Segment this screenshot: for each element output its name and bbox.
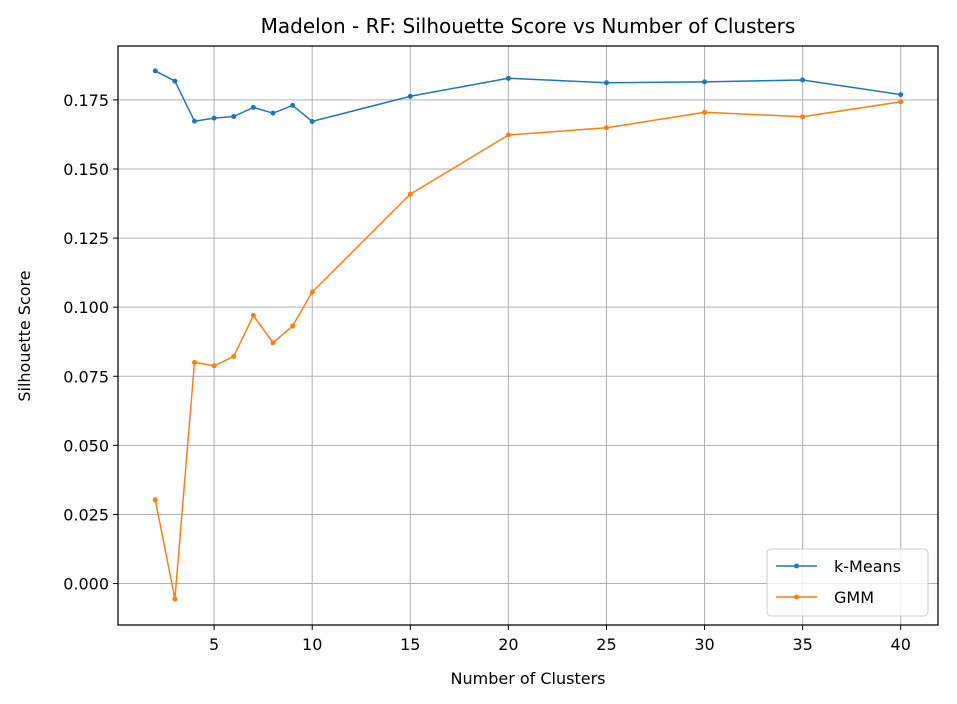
grid-lines	[118, 46, 938, 625]
data-point-k-means	[231, 113, 237, 119]
data-point-gmm	[250, 312, 256, 318]
data-point-gmm	[211, 363, 217, 369]
y-tick-label: 0.050	[63, 436, 109, 455]
y-tick-label: 0.175	[63, 91, 109, 110]
data-point-gmm	[309, 289, 315, 295]
data-point-k-means	[192, 118, 198, 124]
data-point-gmm	[152, 497, 158, 503]
data-point-k-means	[898, 92, 904, 98]
x-tick-label: 25	[596, 635, 616, 654]
data-point-gmm	[898, 99, 904, 105]
y-tick-label: 0.100	[63, 298, 109, 317]
data-point-k-means	[211, 115, 217, 121]
x-axis-title: Number of Clusters	[451, 669, 606, 688]
data-point-k-means	[290, 102, 296, 108]
y-tick-label: 0.075	[63, 367, 109, 386]
data-point-k-means	[702, 79, 708, 85]
legend-marker-gmm	[794, 594, 799, 600]
data-point-gmm	[231, 353, 237, 359]
data-point-gmm	[603, 125, 609, 131]
y-axis-title: Silhouette Score	[15, 270, 34, 401]
x-tick-label: 15	[400, 635, 420, 654]
data-point-k-means	[309, 118, 315, 124]
data-point-gmm	[407, 191, 413, 197]
data-point-k-means	[172, 78, 178, 84]
data-point-k-means	[152, 68, 158, 74]
y-tick-label: 0.025	[63, 505, 109, 524]
x-tick-label: 10	[302, 635, 322, 654]
legend-label-k-means: k-Means	[834, 557, 901, 576]
x-tick-label: 40	[891, 635, 911, 654]
data-point-k-means	[250, 104, 256, 110]
data-point-gmm	[270, 340, 276, 346]
data-point-gmm	[192, 359, 198, 365]
legend-marker-k-means	[794, 563, 799, 569]
x-tick-label: 20	[498, 635, 518, 654]
data-point-gmm	[172, 596, 178, 602]
y-tick-label: 0.000	[63, 575, 109, 594]
axis-ticks: 5 10 15 20 25 30 35 40 0.000 0.025 0.050 0.075 0.100…	[63, 91, 911, 654]
data-point-gmm	[800, 114, 806, 120]
x-tick-label: 5	[209, 635, 219, 654]
y-tick-label: 0.125	[63, 229, 109, 248]
legend-label-gmm: GMM	[834, 588, 874, 607]
plot-frame	[117, 45, 939, 626]
data-point-k-means	[603, 80, 609, 86]
x-tick-label: 35	[792, 635, 812, 654]
series-lines	[152, 68, 904, 602]
data-point-gmm	[290, 323, 296, 329]
legend: k-Means GMM	[766, 548, 929, 617]
x-tick-label: 30	[694, 635, 714, 654]
data-point-k-means	[800, 77, 806, 83]
data-point-k-means	[407, 93, 413, 99]
data-point-gmm	[702, 109, 708, 115]
data-point-gmm	[505, 132, 511, 138]
data-point-k-means	[505, 75, 511, 81]
y-tick-label: 0.150	[63, 160, 109, 179]
data-point-k-means	[270, 110, 276, 116]
chart-title: Madelon - RF: Silhouette Score vs Number…	[261, 14, 796, 38]
